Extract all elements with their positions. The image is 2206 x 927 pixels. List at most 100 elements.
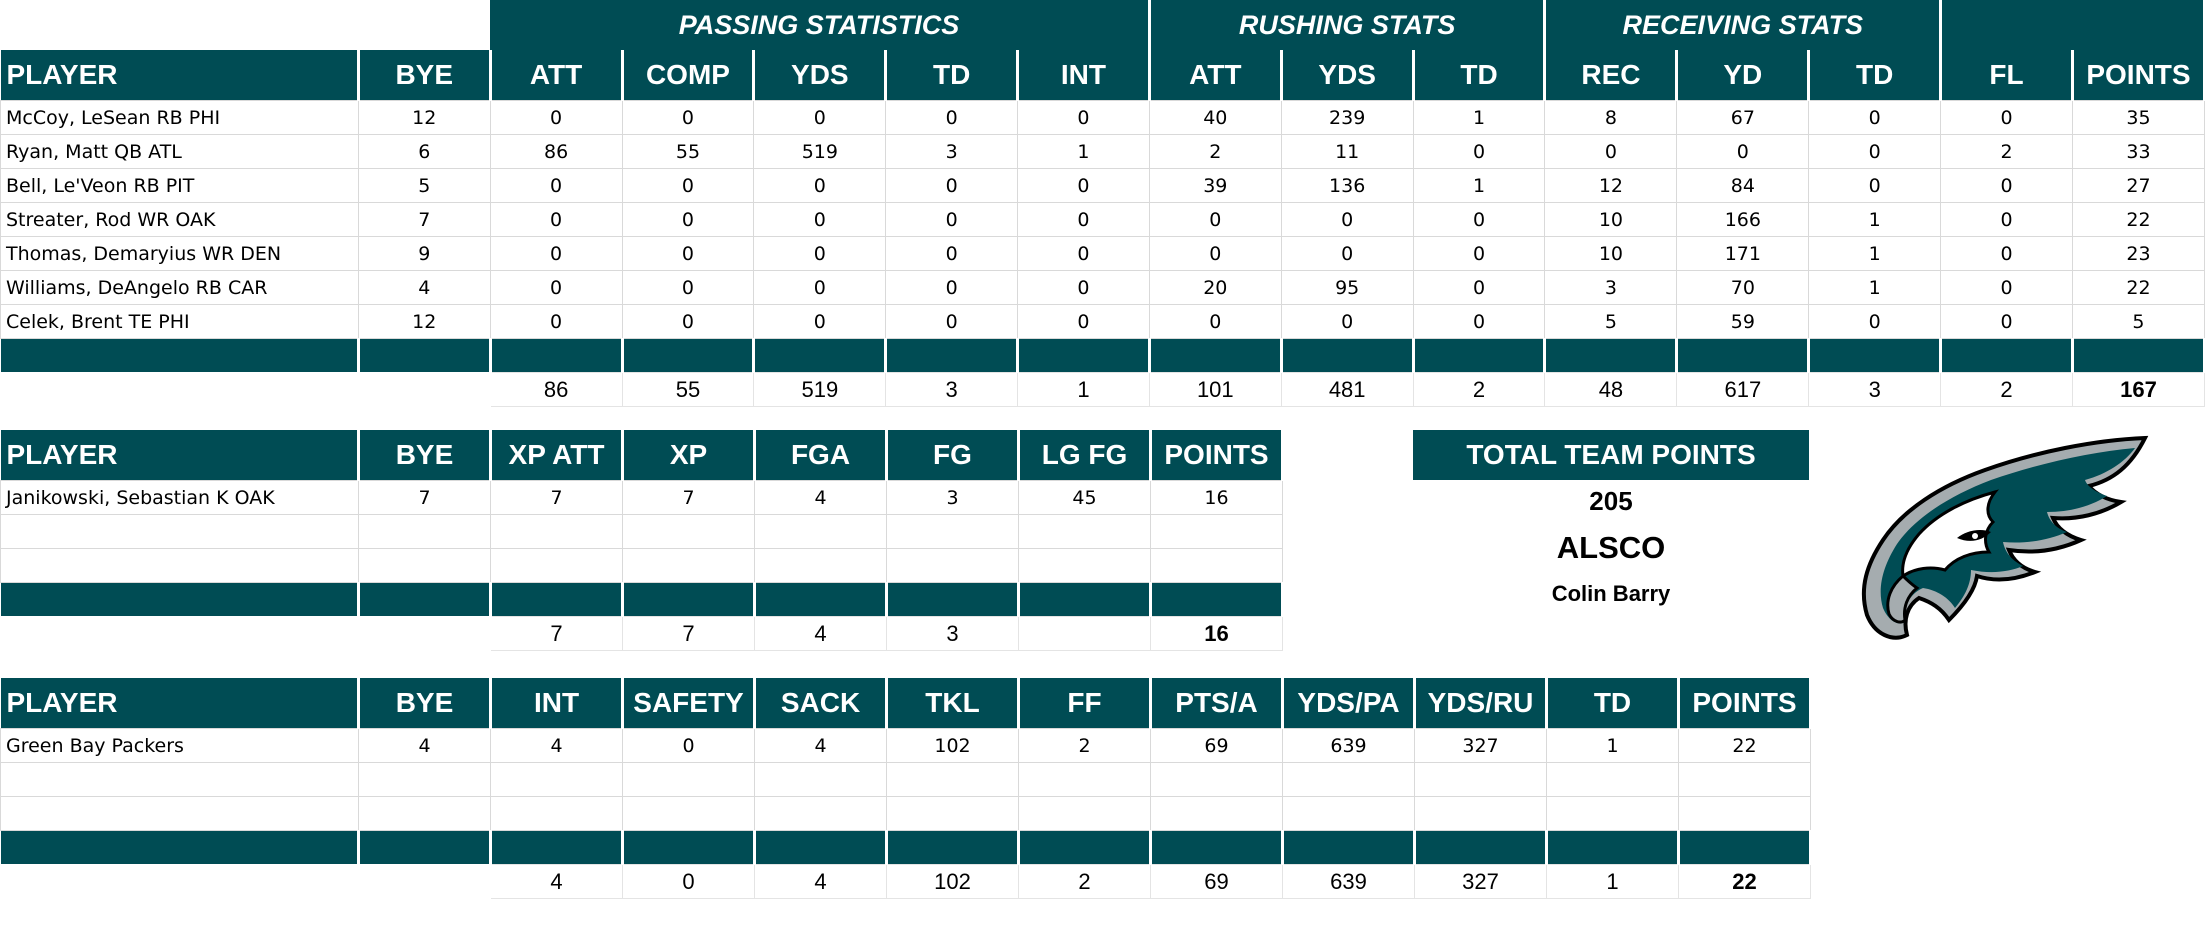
stat-cell: 0 <box>885 270 1019 305</box>
stat-cell: 1 <box>1412 100 1546 135</box>
stat-cell: 0 <box>1412 270 1546 305</box>
stat-cell: 59 <box>1676 304 1810 339</box>
divider-cell <box>358 582 492 617</box>
stat-cell: 0 <box>1412 134 1546 169</box>
total-cell <box>358 864 491 899</box>
total-cell: 0 <box>622 864 755 899</box>
divider-cell <box>754 582 888 617</box>
stat-cell: 95 <box>1280 270 1414 305</box>
stat-cell: 0 <box>1940 270 2073 305</box>
table-row: Celek, Brent TE PHI 12 0 0 0 0 0 0 0 0 5 59 0 0 5 <box>0 304 2206 339</box>
total-points-cell: 167 <box>2071 372 2206 407</box>
divider-cell <box>1413 338 1547 373</box>
stat-cell: 4 <box>357 270 491 305</box>
player-name-cell: Ryan, Matt QB ATL <box>0 134 359 169</box>
column-header: BYE <box>358 430 492 481</box>
divider-cell <box>490 582 624 617</box>
total-cell: 2 <box>1412 372 1546 407</box>
divider-cell <box>0 582 360 617</box>
divider-cell <box>886 830 1020 865</box>
column-header: POINTS <box>1678 678 1812 729</box>
stat-cell <box>1678 762 1811 797</box>
column-header: INT <box>490 678 624 729</box>
stat-cell: 0 <box>1017 100 1150 135</box>
stat-cell: 0 <box>1940 236 2073 271</box>
stat-cell: 84 <box>1676 168 1810 203</box>
stat-cell: 0 <box>1676 134 1810 169</box>
stat-cell: 0 <box>1148 304 1282 339</box>
player-name-cell: Williams, DeAngelo RB CAR <box>0 270 359 305</box>
divider-cell <box>1150 830 1284 865</box>
column-header: XP ATT <box>490 430 624 481</box>
stat-cell: 39 <box>1148 168 1282 203</box>
stat-cell: 3 <box>1544 270 1678 305</box>
stat-cell <box>1150 762 1283 797</box>
stat-cell: 7 <box>490 480 623 515</box>
table-row <box>0 514 1283 549</box>
total-cell: 86 <box>489 372 623 407</box>
stat-cell: 0 <box>1017 304 1150 339</box>
total-cell: 48 <box>1544 372 1678 407</box>
column-header: BYE <box>358 678 492 729</box>
stat-cell: 0 <box>885 304 1019 339</box>
stat-cell: 2 <box>1018 728 1151 763</box>
column-header: TD <box>1413 50 1547 101</box>
player-name-cell: Bell, Le'Veon RB PIT <box>0 168 359 203</box>
stat-cell: 0 <box>489 270 623 305</box>
divider-cell <box>1544 338 1679 373</box>
stat-cell <box>886 514 1019 549</box>
divider-cell <box>358 830 492 865</box>
column-header: PLAYER <box>0 50 360 101</box>
stat-cell: 0 <box>489 304 623 339</box>
stat-cell: 0 <box>1148 236 1282 271</box>
player-name-cell: Janikowski, Sebastian K OAK <box>0 480 359 515</box>
table-row: Green Bay Packers 4 4 0 4 102 2 69 639 327 1 22 <box>0 728 1811 763</box>
defense-totals-row: 4 0 4 102 2 69 639 327 1 22 <box>0 864 1811 899</box>
stat-cell: 6 <box>357 134 491 169</box>
player-name-cell: Thomas, Demaryius WR DEN <box>0 236 359 271</box>
total-cell: 327 <box>1414 864 1547 899</box>
kicker-table: PLAYER BYE XP ATT XP FGA FG LG FG POINTS Janiko… <box>0 430 1284 651</box>
stat-cell <box>1282 762 1415 797</box>
stat-cell: 12 <box>1544 168 1678 203</box>
column-header: YDS <box>753 50 888 101</box>
eagle-head-logo-icon <box>1861 435 2149 640</box>
stat-cell: 27 <box>2071 168 2206 203</box>
column-header: FF <box>1018 678 1152 729</box>
stat-cell: 0 <box>1940 100 2073 135</box>
stat-cell: 11 <box>1280 134 1414 169</box>
team-points-label: TOTAL TEAM POINTS <box>1413 430 1809 480</box>
total-cell: 3 <box>886 616 1019 651</box>
kicker-divider-bar <box>0 582 1284 617</box>
column-header: FGA <box>754 430 888 481</box>
receiving-group-header: RECEIVING STATS <box>1544 0 1943 50</box>
player-name-cell: Celek, Brent TE PHI <box>0 304 359 339</box>
stat-cell: 0 <box>1940 202 2073 237</box>
stat-cell <box>490 796 623 831</box>
player-name-cell: Streater, Rod WR OAK <box>0 202 359 237</box>
divider-cell <box>0 338 360 373</box>
stat-cell: 0 <box>489 236 623 271</box>
stat-cell: 0 <box>885 236 1019 271</box>
stat-cell: 0 <box>1808 304 1942 339</box>
table-row: Bell, Le'Veon RB PIT 5 0 0 0 0 0 39 136 1 12 84 0 0 27 <box>0 168 2206 203</box>
stat-cell <box>622 514 755 549</box>
stat-cell: 12 <box>357 100 491 135</box>
total-cell: 3 <box>1808 372 1942 407</box>
stat-cell: 0 <box>1940 304 2073 339</box>
total-cell: 4 <box>754 864 887 899</box>
stat-cell: 1 <box>1412 168 1546 203</box>
stat-cell: 7 <box>358 480 491 515</box>
stat-cell: 0 <box>753 236 887 271</box>
divider-cell <box>358 338 492 373</box>
column-header: REC <box>1544 50 1679 101</box>
total-cell: 2 <box>1940 372 2073 407</box>
stat-cell: 0 <box>621 236 755 271</box>
stat-cell <box>1150 514 1283 549</box>
stat-cell: 327 <box>1414 728 1547 763</box>
column-header: YDS/RU <box>1414 678 1548 729</box>
stat-cell <box>1150 548 1283 583</box>
stat-cell: 0 <box>1412 236 1546 271</box>
divider-cell <box>1546 830 1680 865</box>
stat-cell: 0 <box>753 270 887 305</box>
